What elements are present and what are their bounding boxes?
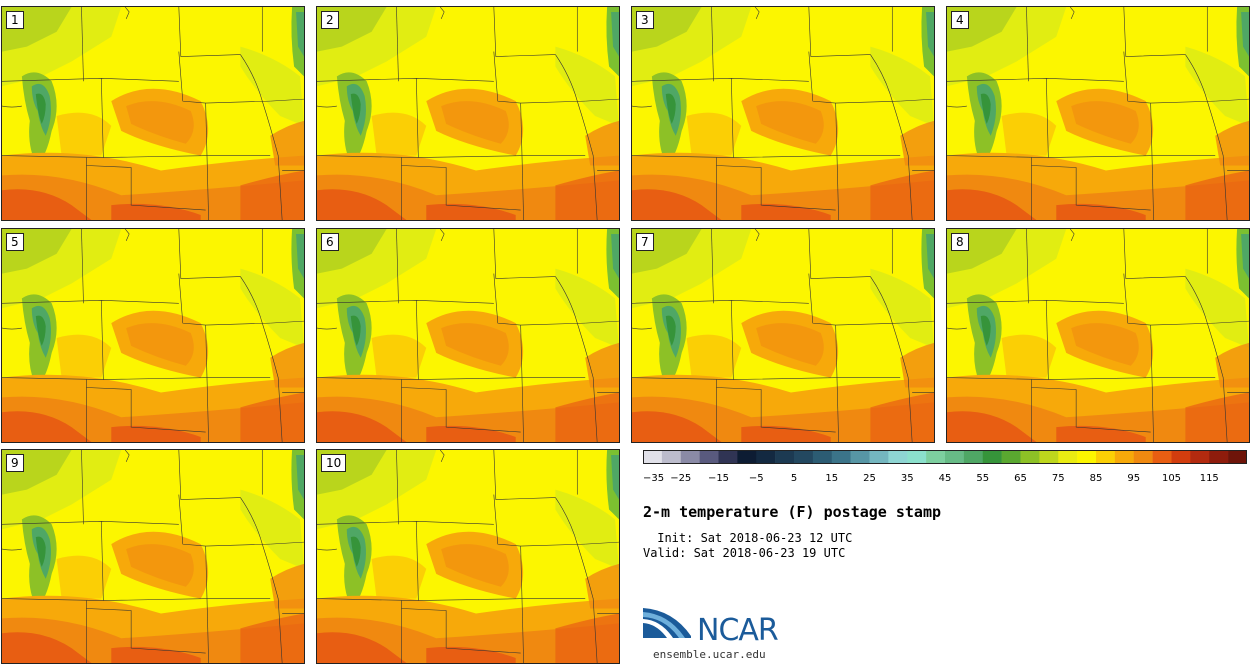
temperature-map [947,7,1249,220]
colorbar-swatch [718,450,738,464]
valid-time: Valid: Sat 2018-06-23 19 UTC [643,546,846,560]
ensemble-member-panel: 5 [1,228,305,443]
colorbar-tick-label: −15 [708,473,729,484]
temperature-colorbar: −35 −25 −15 −5 5 15 25 35 45 55 65 75 85 95 105 115 [643,450,1247,484]
colorbar-swatch [1171,450,1191,464]
colorbar-tick-label: 115 [1200,473,1219,484]
ensemble-member-panel: 8 [946,228,1250,443]
colorbar-swatch [1114,450,1135,464]
temperature-map [632,7,934,220]
member-number-label: 2 [321,11,339,29]
member-number-label: 4 [951,11,969,29]
colorbar-swatch [869,450,889,464]
colorbar-swatch [775,450,795,464]
colorbar-swatch [926,450,946,464]
colorbar-swatch [850,450,870,464]
temperature-map [317,450,619,663]
colorbar-tick-label: −5 [749,473,764,484]
colorbar-swatch [1020,450,1040,464]
member-number-label: 3 [636,11,654,29]
colorbar-swatch [982,450,1002,464]
colorbar-swatch [888,450,908,464]
temperature-map [317,229,619,442]
plot-title: 2-m temperature (F) postage stamp [643,503,942,521]
member-number-label: 9 [6,454,24,472]
colorbar-swatch [643,450,663,464]
member-number-label: 7 [636,233,654,251]
ensemble-member-panel: 3 [631,6,935,221]
temperature-map [947,229,1249,442]
colorbar-swatch [1133,450,1153,464]
colorbar-swatch [831,450,851,464]
colorbar-swatch [963,450,984,464]
member-number-label: 1 [6,11,24,29]
ensemble-member-panel: 9 [1,449,305,664]
ensemble-member-panel: 7 [631,228,935,443]
colorbar-swatch [1077,450,1097,464]
colorbar-swatch [1209,450,1229,464]
site-url[interactable]: ensemble.ucar.edu [653,648,766,661]
colorbar-swatch [1152,450,1172,464]
colorbar-tick-label: 65 [1014,473,1027,484]
colorbar-tick-label: 25 [863,473,876,484]
colorbar-swatch [907,450,927,464]
colorbar-tick-label: −25 [670,473,691,484]
colorbar-tick-label: 55 [976,473,989,484]
temperature-map [632,229,934,442]
temperature-map [317,7,619,220]
ncar-logo-icon [643,608,691,638]
colorbar-swatch [661,450,682,464]
ensemble-member-panel: 10 [316,449,620,664]
colorbar-tick-label: −35 [643,473,664,484]
colorbar-swatch [680,450,700,464]
colorbar-swatch [737,450,757,464]
member-number-label: 10 [321,454,347,472]
colorbar-swatch [812,450,833,464]
colorbar-swatch [945,450,965,464]
ensemble-member-panel: 6 [316,228,620,443]
colorbar-tick-label: 105 [1162,473,1181,484]
temperature-map [2,7,304,220]
colorbar-tick-label: 45 [939,473,952,484]
ensemble-member-panel: 2 [316,6,620,221]
colorbar-swatch [1190,450,1210,464]
colorbar-swatch [1001,450,1021,464]
colorbar-tick-label: 95 [1127,473,1140,484]
colorbar-tick-label: 15 [825,473,838,484]
colorbar-tick-label: 85 [1090,473,1103,484]
ncar-logo-text: NCAR [697,613,779,648]
colorbar-tick-label: 35 [901,473,914,484]
colorbar-swatch [1096,450,1116,464]
colorbar-swatch [1228,450,1247,464]
colorbar-swatch [699,450,719,464]
temperature-map [2,229,304,442]
ensemble-member-panel: 1 [1,6,305,221]
ensemble-member-panel: 4 [946,6,1250,221]
member-number-label: 8 [951,233,969,251]
colorbar-border [643,450,1247,464]
init-time: Init: Sat 2018-06-23 12 UTC [650,531,853,545]
temperature-map [2,450,304,663]
colorbar-swatch [794,450,814,464]
member-number-label: 5 [6,233,24,251]
colorbar-tick-label: 5 [791,473,797,484]
member-number-label: 6 [321,233,339,251]
colorbar-swatch [756,450,776,464]
colorbar-swatch [1058,450,1078,464]
colorbar-swatch [1039,450,1059,464]
colorbar-tick-label: 75 [1052,473,1065,484]
